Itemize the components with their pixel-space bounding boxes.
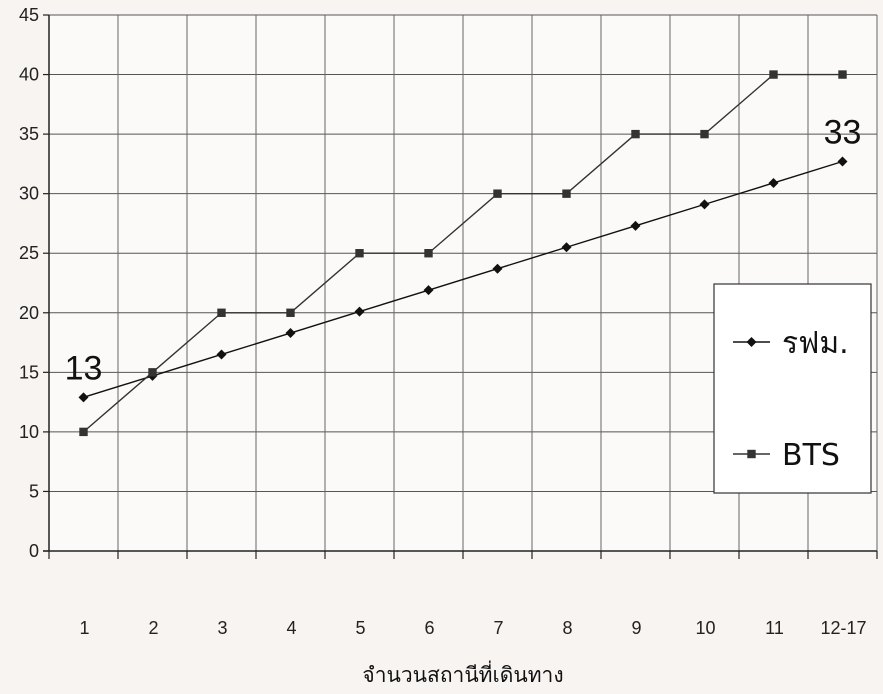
x-tick-label: 5 <box>355 618 365 638</box>
data-point <box>355 249 364 258</box>
annotation-label: 33 <box>824 114 862 152</box>
y-tick-label: 45 <box>19 5 39 25</box>
data-point <box>837 156 848 167</box>
series-bts <box>79 70 847 437</box>
data-point <box>630 220 641 231</box>
x-tick-label: 9 <box>631 618 641 638</box>
x-tick-label: 10 <box>695 618 715 638</box>
x-tick-label: 12-17 <box>820 618 866 638</box>
series-mrt <box>78 156 848 403</box>
x-tick-label: 3 <box>217 618 227 638</box>
x-tick-label: 2 <box>148 618 158 638</box>
data-point <box>769 70 778 79</box>
y-tick-label: 0 <box>29 541 39 561</box>
legend-box <box>713 283 872 494</box>
data-series <box>78 70 848 437</box>
data-point <box>561 242 572 253</box>
legend-swatch-marker <box>747 449 756 459</box>
x-tick-label: 4 <box>286 618 296 638</box>
data-point <box>424 249 433 258</box>
data-point <box>216 349 227 360</box>
data-point <box>699 199 710 210</box>
y-tick-label: 40 <box>19 65 39 85</box>
x-tick-label: 7 <box>493 618 503 638</box>
data-point <box>286 308 295 317</box>
legend-label: BTS <box>782 438 840 473</box>
data-point <box>492 263 503 274</box>
data-point <box>562 189 571 198</box>
data-point <box>285 328 296 339</box>
y-tick-label: 5 <box>29 481 39 501</box>
x-tick-label: 8 <box>562 618 572 638</box>
x-tick-label: 6 <box>424 618 434 638</box>
data-point <box>700 129 709 139</box>
data-point <box>838 70 847 79</box>
data-point <box>493 189 502 198</box>
annotations: 13 33 <box>65 114 862 388</box>
data-point <box>79 427 88 437</box>
series-line <box>83 160 843 399</box>
y-tick-label: 30 <box>19 184 39 204</box>
legend-label: รฟม. <box>782 326 849 361</box>
data-point <box>217 308 226 317</box>
data-point <box>768 177 779 188</box>
x-tick-labels: 1 2 3 4 5 6 7 8 9 10 11 12-17 <box>79 618 866 638</box>
x-axis-title: จำนวนสถานีที่เดินทาง <box>362 660 563 687</box>
data-point <box>423 285 434 296</box>
y-tick-label: 20 <box>19 303 39 323</box>
data-point <box>78 392 89 403</box>
y-tick-labels: 0 5 10 15 20 25 30 35 40 45 <box>19 5 39 561</box>
series-line <box>83 73 843 433</box>
y-tick-label: 15 <box>19 362 39 382</box>
x-tick-label: 11 <box>765 618 784 638</box>
y-tick-label: 10 <box>19 422 39 442</box>
data-point <box>631 129 640 139</box>
data-point <box>148 368 157 377</box>
annotation-label: 13 <box>65 349 103 387</box>
legend-swatch-marker <box>746 337 757 347</box>
axes <box>43 14 878 559</box>
x-tick-label: 1 <box>79 618 89 638</box>
y-tick-label: 35 <box>19 124 39 144</box>
legend: รฟม. BTS <box>713 283 872 494</box>
data-point <box>354 306 365 317</box>
y-tick-label: 25 <box>19 243 39 263</box>
